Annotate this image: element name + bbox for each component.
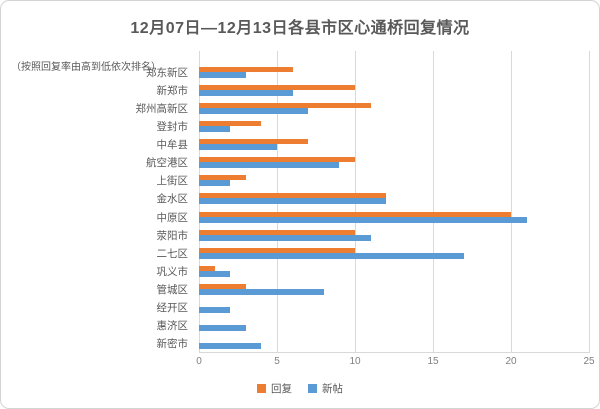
chart-title: 12月07日—12月13日各县市区心通桥回复情况 — [130, 20, 470, 37]
category-label: 惠济区 — [156, 320, 189, 333]
legend: 回复 新帖 — [1, 381, 599, 396]
bar-row — [199, 208, 589, 226]
newpost-bar — [199, 234, 371, 241]
bar-rows — [199, 63, 589, 353]
legend-swatch — [308, 384, 317, 393]
category-label: 航空港区 — [146, 157, 188, 170]
category-label: 管城区 — [156, 284, 189, 297]
x-tick-label: 15 — [427, 356, 439, 367]
category-label: 登封市 — [156, 120, 189, 133]
legend-label: 新帖 — [322, 383, 343, 395]
legend-swatch — [257, 384, 266, 393]
category-label: 新郑市 — [156, 84, 189, 97]
category-label: 荥阳市 — [156, 229, 189, 242]
bar-row — [199, 281, 589, 299]
newpost-bar — [199, 270, 231, 277]
reply-bar — [199, 229, 355, 235]
bar-row — [199, 63, 589, 81]
bar-row — [199, 244, 589, 262]
bar-row — [199, 317, 589, 335]
category-label: 巩义市 — [156, 265, 189, 278]
bar-row — [199, 335, 589, 353]
legend-item: 新帖 — [308, 381, 343, 396]
x-tick-label: 25 — [583, 356, 595, 367]
newpost-bar — [199, 89, 293, 96]
bar-row — [199, 262, 589, 280]
reply-bar — [199, 139, 309, 145]
category-label: 经开区 — [156, 302, 189, 315]
category-label: 二七区 — [156, 247, 189, 260]
bar-row — [199, 190, 589, 208]
x-axis-line — [199, 352, 589, 353]
bar-row — [199, 299, 589, 317]
bar-row — [199, 117, 589, 135]
newpost-bar — [199, 107, 309, 114]
bar-row — [199, 226, 589, 244]
legend-item: 回复 — [257, 381, 292, 396]
newpost-bar — [199, 289, 324, 296]
newpost-bar — [199, 216, 527, 223]
reply-bar — [199, 120, 262, 126]
newpost-bar — [199, 252, 465, 259]
bar-row — [199, 81, 589, 99]
newpost-bar — [199, 71, 246, 78]
newpost-bar — [199, 325, 246, 332]
reply-bar — [199, 265, 215, 271]
newpost-bar — [199, 180, 231, 187]
reply-bar — [199, 84, 355, 90]
category-label: 中牟县 — [156, 139, 189, 152]
gridline — [511, 51, 512, 353]
reply-bar — [199, 284, 246, 290]
bar-row — [199, 172, 589, 190]
category-label: 中原区 — [156, 211, 189, 224]
value-axis: 0 5 10 15 20 25 — [196, 356, 594, 370]
reply-bar — [199, 66, 293, 72]
reply-bar — [199, 102, 371, 108]
x-tick-label: 20 — [505, 356, 517, 367]
reply-bar — [199, 157, 355, 163]
newpost-bar — [199, 307, 231, 314]
reply-bar — [199, 193, 387, 199]
chart-subtitle: （按照回复率由高到低依次排名） — [11, 62, 161, 73]
category-label: 新密市 — [156, 338, 189, 351]
x-tick-label: 10 — [349, 356, 361, 367]
newpost-bar — [199, 198, 387, 205]
gridline — [589, 51, 590, 353]
category-label: 金水区 — [156, 193, 189, 206]
reply-bar — [199, 247, 355, 253]
legend-label: 回复 — [271, 383, 292, 395]
x-tick-label: 0 — [196, 356, 202, 367]
bar-row — [199, 99, 589, 117]
newpost-bar — [199, 162, 340, 169]
reply-bar — [199, 211, 511, 217]
newpost-bar — [199, 144, 277, 151]
category-label: 郑州高新区 — [135, 102, 189, 115]
newpost-bar — [199, 125, 231, 132]
category-axis: 郑东新区新郑市郑州高新区登封市中牟县航空港区上街区金水区中原区荥阳市二七区巩义市… — [1, 63, 194, 353]
bar-row — [199, 136, 589, 154]
newpost-bar — [199, 343, 262, 350]
x-tick-label: 5 — [274, 356, 280, 367]
bar-row — [199, 154, 589, 172]
gridline — [433, 51, 434, 353]
reply-bar — [199, 175, 246, 181]
category-label: 郑东新区 — [146, 66, 188, 79]
category-label: 上街区 — [156, 175, 189, 188]
